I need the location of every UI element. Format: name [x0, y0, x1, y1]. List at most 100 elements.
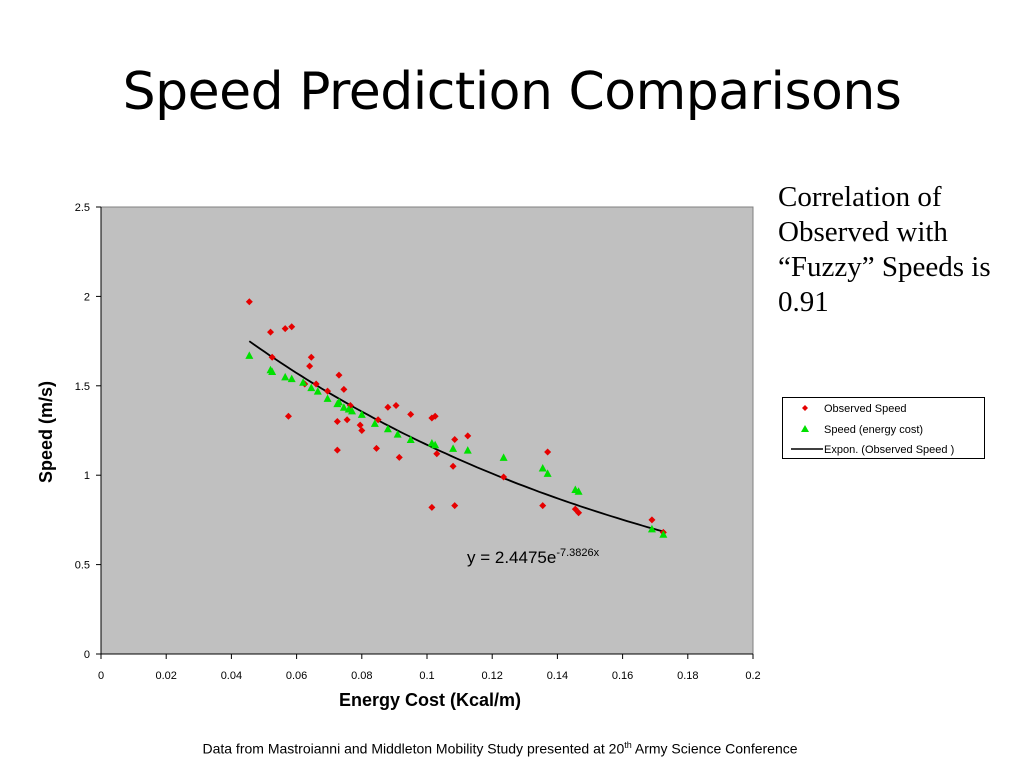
equation-exponent: -7.3826x [556, 547, 599, 559]
x-tick-label: 0.06 [286, 670, 307, 682]
observed-speed-point [333, 446, 341, 454]
energy-speed-point [339, 403, 348, 411]
observed-speed-point [464, 432, 472, 440]
y-tick-label: 1.5 [75, 381, 90, 393]
energy-speed-point [538, 464, 547, 472]
energy-speed-point [383, 424, 392, 433]
energy-speed-point [323, 394, 332, 402]
observed-speed-point [384, 403, 392, 411]
energy-speed-point [313, 387, 322, 395]
energy-speed-point [287, 374, 296, 383]
energy-speed-point [370, 419, 379, 427]
energy-speed-point [334, 397, 343, 406]
y-tick-label: 0 [84, 649, 90, 661]
energy-speed-point [268, 367, 277, 375]
y-axis-label: Speed (m/s) [36, 381, 56, 483]
energy-speed-point [543, 469, 552, 477]
energy-speed-point [245, 351, 254, 359]
observed-speed-point [340, 385, 348, 393]
observed-speed-point [284, 412, 292, 420]
observed-speed-point [372, 444, 380, 452]
observed-speed-point [539, 502, 547, 510]
legend-label-expon: Expon. (Observed Speed ) [824, 444, 955, 456]
observed-speed-point [392, 401, 400, 409]
energy-speed-point [307, 383, 316, 392]
y-tick-label: 2.5 [75, 202, 90, 214]
energy-speed-point [463, 446, 472, 454]
y-tick-label: 0.5 [75, 560, 90, 572]
trend-equation: y = 2.4475e-7.3826x [467, 547, 600, 567]
data-marks [245, 298, 668, 538]
observed-speed-point [356, 421, 364, 429]
energy-speed-point [393, 430, 402, 438]
observed-speed-point [324, 387, 332, 395]
x-axis-label: Energy Cost (Kcal/m) [339, 690, 521, 710]
energy-speed-point [281, 372, 290, 381]
observed-speed-point [407, 410, 415, 418]
energy-speed-point [357, 410, 366, 418]
x-tick-label: 0.18 [677, 670, 698, 682]
observed-speed-point [306, 362, 314, 370]
energy-speed-point [406, 435, 415, 443]
observed-speed-point [335, 371, 343, 379]
x-tick-label: 0.02 [155, 670, 176, 682]
observed-speed-point [449, 462, 457, 470]
scatter-chart: 0 0.5 1 1.5 2 2.5 0 0.02 0.04 0.06 0.08 0.1 0.12 0.1… [36, 202, 761, 710]
legend-label-observed: Observed Speed [824, 403, 907, 415]
x-tick-label: 0.1 [419, 670, 434, 682]
x-tick-label: 0.08 [351, 670, 372, 682]
plot-area [100, 206, 754, 655]
legend-item-observed: Observed Speed [783, 401, 984, 417]
y-tick-label: 2 [84, 291, 90, 303]
y-tick-label: 1 [84, 470, 90, 482]
energy-speed-point [431, 440, 440, 449]
observed-speed-point [333, 418, 341, 426]
legend-label-energy: Speed (energy cost) [824, 424, 924, 436]
observed-speed-point [428, 503, 436, 511]
observed-speed-point [500, 473, 508, 481]
energy-speed-point [299, 378, 308, 386]
footer-text: Data from Mastroianni and Middleton Mobi… [202, 740, 625, 757]
observed-speed-point [433, 450, 441, 458]
energy-speed-point [659, 530, 668, 538]
footer-superscript: th [624, 740, 632, 750]
observed-speed-point [312, 380, 320, 388]
exponential-trendline [248, 340, 664, 533]
observed-speed-point [648, 516, 656, 524]
observed-speed-point [395, 453, 403, 461]
observed-speed-point [451, 502, 459, 510]
energy-speed-point [499, 453, 508, 461]
observed-speed-point [431, 412, 439, 420]
energy-speed-point [449, 444, 458, 452]
energy-speed-point [348, 406, 357, 415]
green-triangle-icon [801, 425, 809, 432]
x-tick-labels: 0 0.02 0.04 0.06 0.08 0.1 0.12 0.14 0.16 0.18 0.2 [98, 670, 761, 682]
observed-speed-point [575, 509, 583, 517]
x-tick-label: 0.04 [221, 670, 242, 682]
x-tick-label: 0.12 [481, 670, 502, 682]
energy-speed-point [574, 487, 583, 495]
slide-title: Speed Prediction Comparisons [122, 62, 902, 122]
legend-item-energy: Speed (energy cost) [783, 422, 984, 438]
observed-speed-point [245, 298, 253, 306]
observed-speed-point [267, 328, 275, 336]
observed-speed-point [307, 353, 315, 361]
observed-speed-point [343, 416, 351, 424]
correlation-note: Correlation of Observed with “Fuzzy” Spe… [778, 181, 991, 318]
source-footer: Data from Mastroianni and Middleton Mobi… [0, 740, 1000, 757]
footer-text-end: Army Science Conference [631, 740, 798, 757]
observed-speed-point [358, 427, 366, 434]
observed-speed-point [451, 435, 459, 443]
observed-speed-point [268, 353, 276, 361]
y-tick-labels: 0 0.5 1 1.5 2 2.5 [75, 202, 90, 661]
x-tick-label: 0.2 [745, 670, 760, 682]
legend-item-expon: Expon. (Observed Speed ) [783, 442, 984, 458]
equation-base: y = 2.4475e [467, 548, 556, 567]
x-tick-label: 0 [98, 670, 104, 682]
observed-speed-point [544, 448, 552, 456]
observed-speed-point [281, 325, 289, 333]
trendline-icon [791, 448, 823, 450]
axes [96, 206, 754, 659]
energy-speed-point [647, 524, 656, 533]
chart-legend: Observed Speed Speed (energy cost) Expon… [782, 397, 985, 459]
